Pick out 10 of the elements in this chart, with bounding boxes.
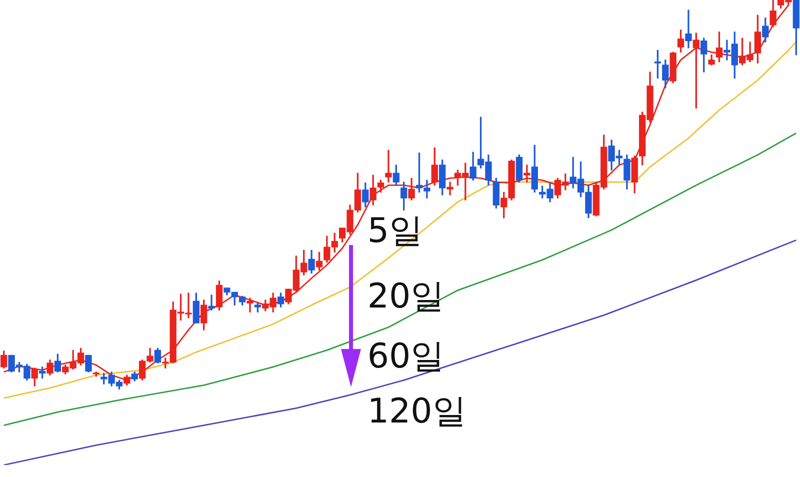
candlestick: [246, 298, 254, 312]
series-label: 5일: [367, 210, 424, 251]
candlestick: [208, 294, 215, 310]
series-label: 60일: [367, 336, 445, 377]
series-label: 120일: [367, 392, 466, 432]
candlestick: [685, 10, 692, 48]
candlestick: [385, 150, 392, 182]
candlestick: [446, 182, 454, 196]
series-label: 20일: [367, 276, 445, 316]
candlestick: [524, 164, 530, 182]
